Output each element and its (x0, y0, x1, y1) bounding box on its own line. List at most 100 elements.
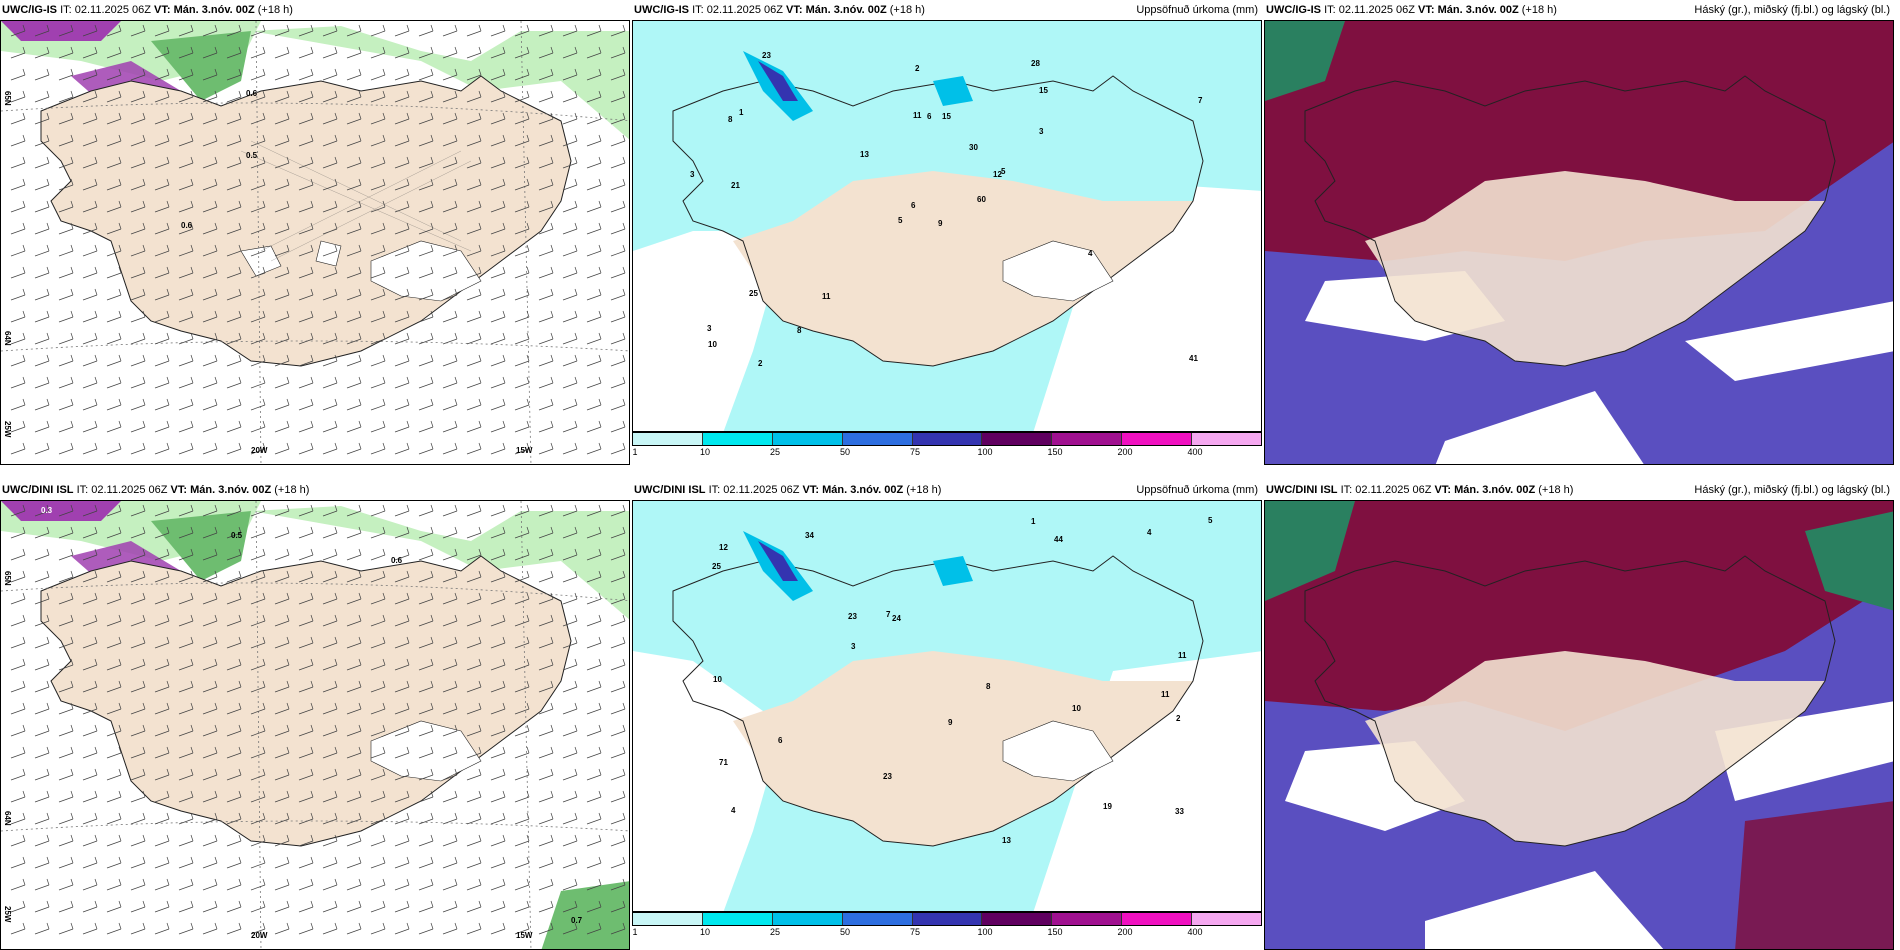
precip-value: 7 (1198, 96, 1203, 105)
valid-time: VT: Mán. 3.nóv. 00Z (1418, 4, 1519, 16)
panel-header: UWC/DINI ISL IT: 02.11.2025 06Z VT: Mán.… (1264, 480, 1894, 500)
precip-map[interactable]: 9 8 6 3 12 11 28 15 15 60 23 41 21 7 5 3 2 11 30 25 13 10 8 6 5 4… (632, 20, 1262, 432)
precip-value: 5 (1208, 516, 1213, 525)
model-name: UWC/IG-IS (2, 4, 57, 16)
wind-snow-map[interactable]: 0.3 0.5 0.6 0.7 20W 15W 65N 64N 25W (0, 500, 630, 950)
init-time: IT: 02.11.2025 06Z (692, 4, 783, 16)
valid-time: VT: Mán. 3.nóv. 00Z (170, 484, 272, 496)
panel-header: UWC/IG-IS IT: 02.11.2025 06Z VT: Mán. 3.… (632, 0, 1262, 20)
panel-header: UWC/IG-IS IT: 02.11.2025 06Z VT: Mán. 3.… (0, 0, 630, 20)
precip-value: 71 (719, 758, 728, 767)
precip-value: 44 (1054, 535, 1063, 544)
precip-value: 6 (911, 201, 916, 210)
precip-colorbar (632, 432, 1262, 446)
model-name: UWC/IG-IS (1266, 4, 1321, 16)
precip-title: Uppsöfnuð úrkoma (mm) (1136, 484, 1258, 496)
precip-value: 15 (942, 112, 951, 121)
precip-value: 8 (986, 682, 991, 691)
lat-label: 65N (3, 571, 12, 586)
panel-header: UWC/DINI ISL IT: 02.11.2025 06Z VT: Mán.… (0, 480, 630, 500)
lead-time: (+18 h) (906, 484, 942, 496)
precip-value: 4 (1147, 528, 1152, 537)
precip-value: 3 (707, 324, 712, 333)
precip-value: 11 (822, 292, 831, 301)
precip-value: 24 (892, 614, 901, 623)
precip-value: 7 (886, 610, 891, 619)
precip-value: 3 (851, 642, 856, 651)
precip-value: 8 (728, 115, 733, 124)
lead-time: (+18 h) (274, 484, 310, 496)
lon-side-label: 25W (3, 421, 12, 438)
lat-label: 64N (3, 811, 12, 826)
precip-value: 6 (778, 736, 783, 745)
model-name: UWC/DINI ISL (1266, 484, 1338, 496)
valid-time: VT: Mán. 3.nóv. 00Z (786, 4, 887, 16)
precip-title: Uppsöfnuð úrkoma (mm) (1136, 4, 1258, 16)
precip-colorbar (632, 912, 1262, 926)
precip-value: 5 (1001, 167, 1006, 176)
colorbar-ticks: 1 10 25 50 75 100 150 200 400 (632, 927, 1203, 937)
lon-label: 15W (516, 931, 533, 940)
cloud-title: Háský (gr.), miðský (fj.bl.) og lágský (… (1694, 4, 1890, 16)
precip-value: 23 (762, 51, 771, 60)
model-name: UWC/IG-IS (634, 4, 689, 16)
row1-cloud-panel: UWC/IG-IS IT: 02.11.2025 06Z VT: Mán. 3.… (1264, 0, 1894, 470)
lead-time: (+18 h) (1521, 4, 1557, 16)
init-time: IT: 02.11.2025 06Z (60, 4, 151, 16)
precip-value: 8 (797, 326, 802, 335)
precip-value: 12 (719, 543, 728, 552)
precip-value: 11 (1161, 690, 1170, 699)
lead-time: (+18 h) (889, 4, 925, 16)
cloud-title: Háský (gr.), miðský (fj.bl.) og lágský (… (1694, 484, 1890, 496)
lat-label: 65N (3, 91, 12, 106)
precip-value: 19 (1103, 802, 1112, 811)
precip-value: 10 (708, 340, 717, 349)
lat-label: 64N (3, 331, 12, 346)
row1-wind-panel: UWC/IG-IS IT: 02.11.2025 06Z VT: Mán. 3.… (0, 0, 630, 470)
precip-value: 6 (927, 112, 932, 121)
precip-value: 23 (848, 612, 857, 621)
valid-time: VT: Mán. 3.nóv. 00Z (802, 484, 904, 496)
row2-cloud-panel: UWC/DINI ISL IT: 02.11.2025 06Z VT: Mán.… (1264, 480, 1894, 950)
precip-value: 5 (898, 216, 903, 225)
precip-map[interactable]: 10 11 4 34 24 19 71 44 23 13 25 10 12 33 23 11 9 8 7 6 5 4 3 2 1 (632, 500, 1262, 912)
init-time: IT: 02.11.2025 06Z (76, 484, 168, 496)
precip-value: 3 (1039, 127, 1044, 136)
wind-snow-map[interactable]: 0.6 0.5 0.6 20W 15W 65N 64N 25W (0, 20, 630, 465)
precip-value: 3 (690, 170, 695, 179)
panel-header: UWC/DINI ISL IT: 02.11.2025 06Z VT: Mán.… (632, 480, 1262, 500)
precip-value: 2 (915, 64, 920, 73)
precip-value: 25 (712, 562, 721, 571)
precip-value: 13 (860, 150, 869, 159)
lon-side-label: 25W (3, 906, 12, 923)
precip-value: 13 (1002, 836, 1011, 845)
precip-value: 1 (1031, 517, 1036, 526)
valid-time: VT: Mán. 3.nóv. 00Z (1434, 484, 1536, 496)
precip-value: 2 (758, 359, 763, 368)
model-name: UWC/DINI ISL (634, 484, 706, 496)
precip-value: 10 (713, 675, 722, 684)
lon-label: 15W (516, 446, 533, 455)
precip-value: 28 (1031, 59, 1040, 68)
precip-value: 25 (749, 289, 758, 298)
precip-value: 11 (1178, 651, 1187, 660)
precip-value: 30 (969, 143, 978, 152)
cloud-map[interactable] (1264, 20, 1894, 465)
row1-precip-panel: UWC/IG-IS IT: 02.11.2025 06Z VT: Mán. 3.… (632, 0, 1262, 470)
precip-value: 41 (1189, 354, 1198, 363)
init-time: IT: 02.11.2025 06Z (708, 484, 800, 496)
cloud-map[interactable] (1264, 500, 1894, 950)
precip-value: 60 (977, 195, 986, 204)
precip-value: 4 (731, 806, 736, 815)
lon-label: 20W (251, 446, 268, 455)
panel-header: UWC/IG-IS IT: 02.11.2025 06Z VT: Mán. 3.… (1264, 0, 1894, 20)
init-time: IT: 02.11.2025 06Z (1324, 4, 1415, 16)
precip-value: 1 (739, 108, 744, 117)
precip-value: 11 (913, 111, 922, 120)
precip-value: 15 (1039, 86, 1048, 95)
lead-time: (+18 h) (1538, 484, 1574, 496)
precip-value: 10 (1072, 704, 1081, 713)
precip-value: 33 (1175, 807, 1184, 816)
precip-value: 34 (805, 531, 814, 540)
precip-value: 4 (1088, 249, 1093, 258)
